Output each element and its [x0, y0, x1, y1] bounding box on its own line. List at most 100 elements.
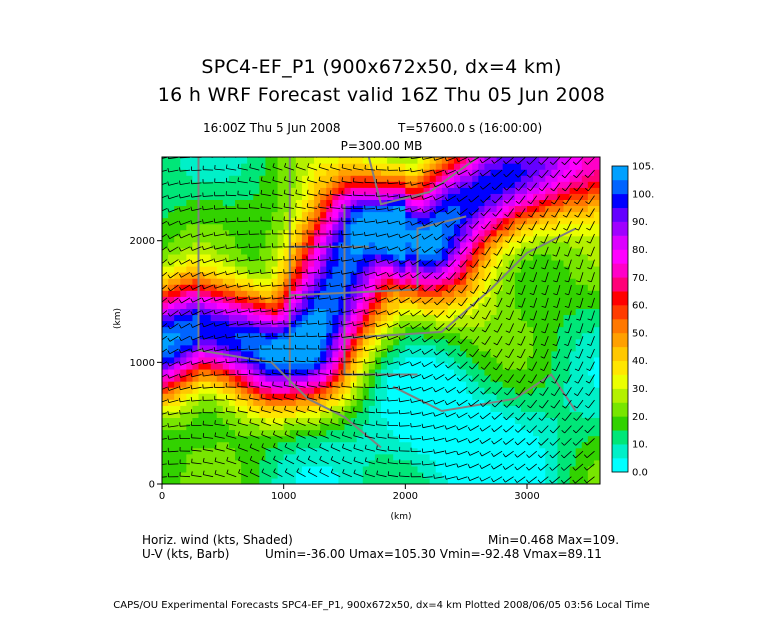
wind-barb	[410, 460, 422, 465]
field-cell	[478, 284, 486, 291]
wind-barb	[492, 220, 503, 230]
field-cell	[344, 332, 352, 340]
wind-barb	[515, 399, 526, 409]
wind-barb	[387, 372, 399, 378]
field-cell	[533, 429, 540, 437]
field-cell	[441, 314, 449, 322]
field-cell	[484, 235, 492, 243]
field-cell	[387, 375, 394, 382]
field-cell	[271, 247, 279, 255]
field-cell	[490, 471, 498, 479]
wind-barb	[271, 256, 283, 261]
wind-barb	[341, 217, 352, 222]
field-cell	[362, 169, 370, 176]
field-cell	[533, 465, 540, 473]
wind-barb	[179, 422, 191, 427]
field-cell	[222, 266, 230, 273]
field-cell	[289, 278, 297, 285]
field-cell	[472, 350, 479, 358]
field-cell	[484, 181, 492, 188]
field-cell	[496, 477, 504, 484]
field-cell	[271, 393, 279, 400]
wind-barb	[249, 203, 260, 209]
field-cell	[575, 356, 583, 364]
wind-barb	[306, 357, 318, 363]
wind-barb	[375, 322, 387, 328]
field-cell	[593, 290, 600, 297]
field-cell	[563, 381, 571, 388]
field-cell	[332, 411, 340, 418]
field-cell	[210, 429, 218, 437]
field-cell	[417, 181, 425, 188]
field-cell	[180, 199, 187, 207]
field-cell	[228, 423, 236, 431]
field-cell	[241, 314, 248, 322]
field-cell	[423, 471, 431, 479]
field-cell	[350, 290, 358, 297]
field-cell	[198, 423, 206, 431]
field-cell	[271, 241, 279, 249]
field-cell	[326, 223, 333, 231]
field-cell	[581, 405, 589, 412]
field-cell	[216, 332, 224, 340]
field-cell	[265, 356, 273, 364]
field-cell	[587, 459, 595, 467]
wind-barb	[517, 259, 526, 270]
field-cell	[186, 362, 194, 370]
field-cell	[569, 187, 577, 194]
wind-barb	[202, 372, 214, 377]
field-cell	[362, 175, 370, 182]
wind-barb	[178, 220, 191, 226]
field-cell	[563, 356, 571, 364]
field-cell	[253, 199, 260, 207]
field-cell	[204, 187, 212, 194]
field-cell	[441, 205, 449, 213]
field-cell	[289, 399, 297, 406]
field-cell	[271, 326, 279, 334]
wind-barb	[421, 348, 433, 355]
wind-barb	[561, 182, 572, 192]
wind-barb	[410, 271, 422, 279]
wind-barb	[479, 169, 491, 177]
field-cell	[253, 302, 260, 309]
field-cell	[277, 266, 285, 273]
field-cell	[417, 211, 425, 219]
field-cell	[168, 393, 175, 400]
field-cell	[429, 175, 437, 182]
field-cell	[405, 314, 413, 322]
field-cell	[429, 375, 437, 382]
wind-barb	[353, 382, 364, 388]
field-cell	[429, 350, 437, 358]
field-cell	[563, 181, 571, 188]
field-cell	[301, 362, 309, 370]
field-cell	[168, 411, 175, 418]
field-cell	[569, 266, 577, 273]
field-cell	[314, 435, 321, 443]
field-cell	[186, 350, 194, 358]
field-cell	[247, 314, 254, 322]
field-cell	[381, 453, 388, 461]
field-cell	[387, 387, 394, 394]
field-cell	[539, 181, 546, 188]
field-cell	[447, 163, 455, 170]
wind-barb	[202, 245, 214, 251]
wind-barb	[167, 271, 179, 279]
field-cell	[417, 314, 425, 322]
field-cell	[271, 272, 279, 279]
field-cell	[356, 187, 364, 194]
field-cell	[593, 405, 600, 412]
field-cell	[490, 368, 498, 376]
field-cell	[259, 417, 267, 425]
field-cell	[241, 447, 248, 455]
field-cell	[557, 356, 565, 364]
field-cell	[198, 290, 206, 297]
field-cell	[204, 465, 212, 473]
field-cell	[198, 381, 206, 388]
field-cell	[508, 211, 516, 219]
field-cell	[557, 181, 565, 188]
wind-barb	[375, 371, 387, 377]
wind-barb	[503, 387, 514, 396]
wind-barb	[504, 220, 514, 230]
field-cell	[539, 435, 546, 443]
field-cell	[502, 314, 510, 322]
